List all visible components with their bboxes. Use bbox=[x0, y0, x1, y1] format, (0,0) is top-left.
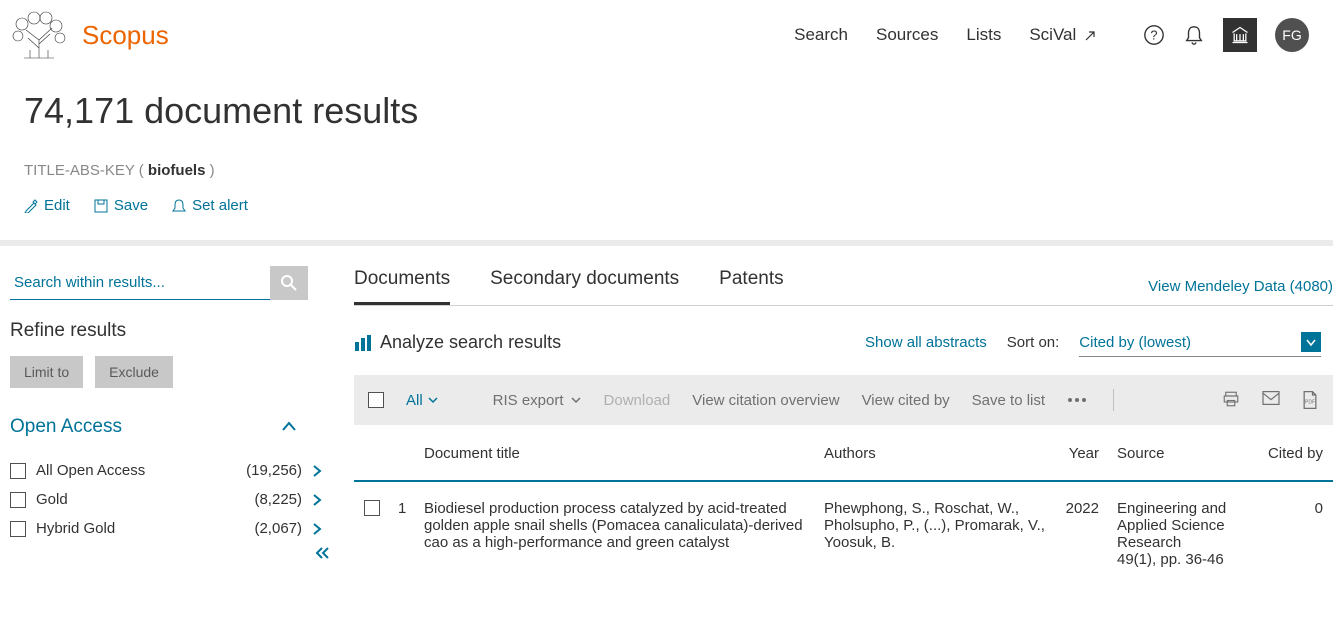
tab-patents[interactable]: Patents bbox=[719, 268, 783, 305]
header-source[interactable]: Source bbox=[1099, 445, 1244, 462]
email-icon[interactable] bbox=[1261, 390, 1281, 406]
search-within-button[interactable] bbox=[270, 266, 308, 300]
document-authors[interactable]: Phewphong, S., Roschat, W., Pholsupho, P… bbox=[824, 500, 1049, 568]
chevron-up-icon bbox=[280, 418, 298, 436]
header-title[interactable]: Document title bbox=[424, 445, 824, 462]
download-button: Download bbox=[604, 392, 671, 409]
results-count: 74,171 document results bbox=[24, 90, 1309, 132]
nav-scival[interactable]: SciVal bbox=[1029, 25, 1095, 45]
help-icon[interactable]: ? bbox=[1143, 24, 1165, 46]
facet-hybrid-gold[interactable]: Hybrid Gold (2,067) bbox=[10, 514, 322, 543]
alert-bell-icon bbox=[172, 199, 186, 213]
edit-label: Edit bbox=[44, 197, 70, 214]
save-label: Save bbox=[114, 197, 148, 214]
facet-count: (2,067) bbox=[254, 520, 302, 537]
pencil-icon bbox=[24, 199, 38, 213]
query-suffix: ) bbox=[205, 162, 214, 179]
more-options-button[interactable] bbox=[1067, 397, 1087, 403]
save-icon bbox=[94, 199, 108, 213]
analyze-results-link[interactable]: Analyze search results bbox=[354, 332, 561, 353]
brand-name[interactable]: Scopus bbox=[82, 20, 169, 51]
document-year: 2022 bbox=[1049, 500, 1099, 568]
nav-lists[interactable]: Lists bbox=[966, 25, 1001, 45]
all-label: All bbox=[406, 392, 423, 409]
document-row: 1 Biodiesel production process catalyzed… bbox=[354, 482, 1333, 568]
search-icon bbox=[280, 274, 298, 292]
save-link[interactable]: Save bbox=[94, 197, 148, 214]
limit-to-button[interactable]: Limit to bbox=[10, 356, 83, 388]
chevron-down-icon bbox=[570, 394, 582, 406]
facet-count: (8,225) bbox=[254, 491, 302, 508]
tab-documents[interactable]: Documents bbox=[354, 268, 450, 305]
alert-label: Set alert bbox=[192, 197, 248, 214]
citation-overview-button[interactable]: View citation overview bbox=[692, 392, 839, 409]
sort-dropdown[interactable]: Cited by (lowest) bbox=[1079, 328, 1321, 357]
query-keyword: biofuels bbox=[148, 162, 206, 179]
show-abstracts-link[interactable]: Show all abstracts bbox=[865, 334, 987, 351]
svg-text:?: ? bbox=[1150, 28, 1157, 43]
header-year[interactable]: Year bbox=[1049, 445, 1099, 462]
chevron-down-icon bbox=[427, 394, 439, 406]
facet-gold[interactable]: Gold (8,225) bbox=[10, 485, 322, 514]
dots-icon bbox=[1067, 397, 1087, 403]
facet-label: Gold bbox=[36, 491, 254, 508]
nav-search[interactable]: Search bbox=[794, 25, 848, 45]
bell-icon[interactable] bbox=[1183, 24, 1205, 46]
refine-title: Refine results bbox=[10, 320, 322, 342]
chevron-right-icon[interactable] bbox=[312, 493, 322, 507]
institution-icon[interactable] bbox=[1223, 18, 1257, 52]
ris-label: RIS export bbox=[493, 392, 564, 409]
facet-title: Open Access bbox=[10, 416, 122, 438]
chevron-down-icon bbox=[1301, 332, 1321, 352]
header-authors[interactable]: Authors bbox=[824, 445, 1049, 462]
row-checkbox[interactable] bbox=[364, 500, 380, 516]
tab-secondary[interactable]: Secondary documents bbox=[490, 268, 679, 305]
nav-scival-label: SciVal bbox=[1029, 25, 1076, 44]
chevron-right-icon[interactable] bbox=[312, 464, 322, 478]
checkbox[interactable] bbox=[10, 463, 26, 479]
pdf-icon[interactable]: PDF bbox=[1301, 390, 1319, 410]
external-link-icon bbox=[1085, 31, 1095, 41]
chevron-right-icon[interactable] bbox=[312, 522, 322, 536]
bar-chart-icon bbox=[354, 334, 372, 352]
select-all-checkbox[interactable] bbox=[368, 392, 384, 408]
document-cited: 0 bbox=[1244, 500, 1333, 568]
edit-link[interactable]: Edit bbox=[24, 197, 70, 214]
elsevier-logo bbox=[8, 10, 70, 60]
sort-label: Sort on: bbox=[1007, 334, 1060, 351]
checkbox[interactable] bbox=[10, 492, 26, 508]
facet-label: Hybrid Gold bbox=[36, 520, 254, 537]
svg-text:PDF: PDF bbox=[1305, 399, 1315, 405]
facet-count: (19,256) bbox=[246, 462, 302, 479]
sort-value: Cited by (lowest) bbox=[1079, 334, 1191, 351]
query-display: TITLE-ABS-KEY ( biofuels ) bbox=[24, 162, 1309, 179]
mendeley-link[interactable]: View Mendeley Data (4080) bbox=[1148, 278, 1333, 295]
document-source-detail: 49(1), pp. 36-46 bbox=[1117, 551, 1244, 568]
document-title-link[interactable]: Biodiesel production process catalyzed b… bbox=[424, 500, 803, 551]
query-prefix: TITLE-ABS-KEY ( bbox=[24, 162, 148, 179]
search-within-input[interactable] bbox=[10, 266, 270, 300]
print-icon[interactable] bbox=[1221, 390, 1241, 408]
table-header: Document title Authors Year Source Cited… bbox=[354, 425, 1333, 482]
alert-link[interactable]: Set alert bbox=[172, 197, 248, 214]
facet-all-open-access[interactable]: All Open Access (19,256) bbox=[10, 456, 322, 485]
all-dropdown[interactable]: All bbox=[406, 392, 439, 409]
view-cited-by-button[interactable]: View cited by bbox=[862, 392, 950, 409]
facet-header-open-access[interactable]: Open Access bbox=[10, 416, 322, 438]
row-number: 1 bbox=[398, 500, 406, 517]
header-cited[interactable]: Cited by bbox=[1244, 445, 1333, 462]
save-to-list-button[interactable]: Save to list bbox=[972, 392, 1045, 409]
ris-export-button[interactable]: RIS export bbox=[493, 392, 582, 409]
document-source[interactable]: Engineering and Applied Science Research bbox=[1117, 500, 1244, 551]
exclude-button[interactable]: Exclude bbox=[95, 356, 173, 388]
toolbar-divider bbox=[1113, 389, 1114, 411]
analyze-label: Analyze search results bbox=[380, 332, 561, 353]
user-avatar[interactable]: FG bbox=[1275, 18, 1309, 52]
checkbox[interactable] bbox=[10, 521, 26, 537]
facet-label: All Open Access bbox=[36, 462, 246, 479]
nav-sources[interactable]: Sources bbox=[876, 25, 938, 45]
